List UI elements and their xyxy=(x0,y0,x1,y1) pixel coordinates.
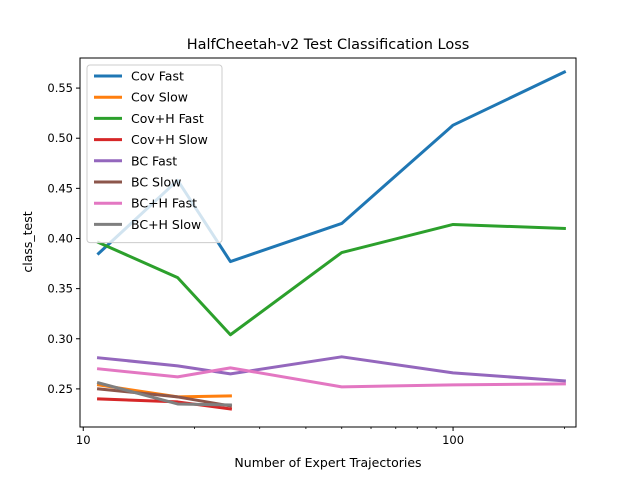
series-line-6 xyxy=(96,366,566,389)
y-tick-label-2: 0.35 xyxy=(47,282,73,296)
y-tick-label-5: 0.50 xyxy=(47,131,73,145)
y-tick-label-0: 0.25 xyxy=(47,382,73,396)
axes: 10 100 0.25 0.30 0.35 0.40 0.45 0.50 0.55 xyxy=(47,81,565,447)
y-tick-label-6: 0.55 xyxy=(47,81,73,95)
series-line-3 xyxy=(96,397,233,411)
legend-label-7: BC+H Slow xyxy=(131,217,201,232)
legend-label-4: BC Fast xyxy=(131,153,177,168)
legend-label-6: BC+H Fast xyxy=(131,196,197,211)
legend-label-3: Cov+H Slow xyxy=(131,132,208,147)
series-line-4 xyxy=(96,355,566,383)
legend: Cov Fast Cov Slow Cov+H Fast Cov+H Slow BC F… xyxy=(86,64,223,244)
legend-label-5: BC Slow xyxy=(131,175,181,190)
series-line-7 xyxy=(96,381,232,407)
legend-label-1: Cov Slow xyxy=(131,90,188,105)
y-tick-label-1: 0.30 xyxy=(47,332,73,346)
legend-label-0: Cov Fast xyxy=(131,69,184,84)
y-tick-label-4: 0.45 xyxy=(47,181,73,195)
y-tick-label-3: 0.40 xyxy=(47,231,73,245)
y-axis-label: class_test xyxy=(20,211,35,272)
series-line-2 xyxy=(96,222,566,337)
plot-frame xyxy=(79,57,577,428)
x-tick-label-0: 10 xyxy=(76,433,91,447)
legend-label-2: Cov+H Fast xyxy=(131,111,204,126)
chart-title: HalfCheetah-v2 Test Classification Loss xyxy=(187,37,470,53)
x-axis-label: Number of Expert Trajectories xyxy=(234,455,421,470)
series-line-5 xyxy=(96,387,233,408)
x-tick-label-1: 100 xyxy=(442,433,464,447)
legend-box xyxy=(86,64,223,244)
